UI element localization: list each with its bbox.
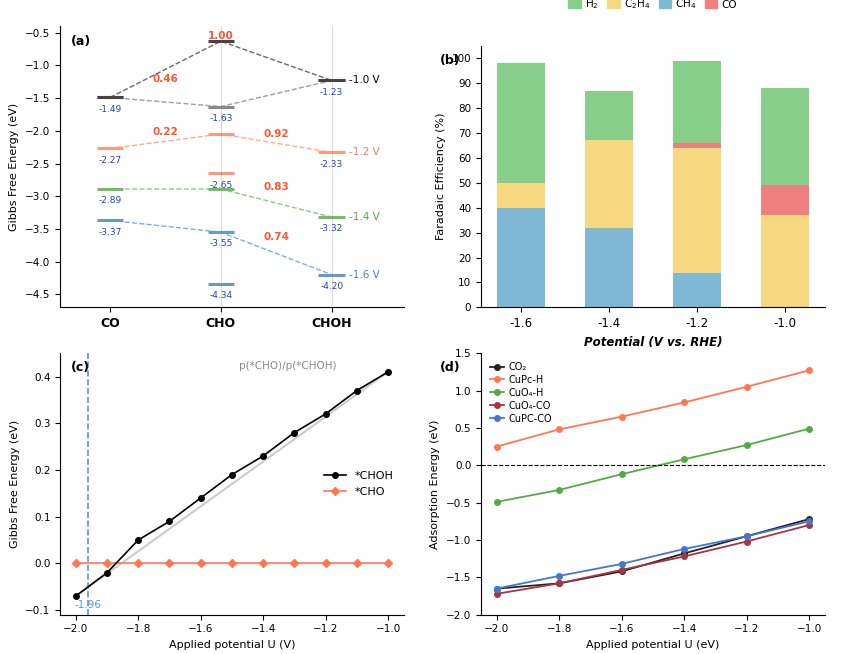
Bar <box>673 143 721 148</box>
CO₂ <box>554 579 564 587</box>
CO₂ <box>617 568 627 576</box>
Text: -3.32: -3.32 <box>320 224 344 233</box>
Text: -4.20: -4.20 <box>320 282 344 291</box>
CuPC-CO <box>554 572 564 580</box>
Y-axis label: Gibbs Free Energy (eV): Gibbs Free Energy (eV) <box>9 103 20 231</box>
X-axis label: Potential (V vs. RHE): Potential (V vs. RHE) <box>583 336 722 349</box>
Bar <box>673 273 721 307</box>
Text: -2.27: -2.27 <box>99 156 122 165</box>
CO₂ <box>679 549 689 557</box>
Y-axis label: Gibbs Free Energy (eV): Gibbs Free Energy (eV) <box>9 420 20 548</box>
CO₂ <box>804 515 814 523</box>
CuPc-H <box>617 413 627 421</box>
Bar <box>585 228 633 307</box>
CuO₄-H <box>741 441 752 449</box>
Text: -1.6 V: -1.6 V <box>350 269 381 280</box>
CO₂ <box>741 532 752 540</box>
CuPc-H <box>554 426 564 434</box>
CuO₄-CO <box>491 590 502 598</box>
Bar <box>497 63 545 183</box>
Text: 1.00: 1.00 <box>208 31 234 41</box>
CuO₄-CO <box>804 521 814 529</box>
Text: (b): (b) <box>440 54 460 67</box>
Text: -3.37: -3.37 <box>98 228 122 237</box>
Legend: *CHOH, *CHO: *CHOH, *CHO <box>320 467 399 501</box>
CuPC-CO <box>679 545 689 553</box>
Text: -2.89: -2.89 <box>99 196 122 205</box>
CuO₄-H <box>804 424 814 432</box>
CuPc-H <box>491 443 502 451</box>
CuO₄-H <box>554 486 564 494</box>
Text: 0.46: 0.46 <box>153 75 179 84</box>
Line: CuPC-CO: CuPC-CO <box>494 519 812 591</box>
CuPc-H <box>679 398 689 406</box>
CuO₄-CO <box>554 579 564 587</box>
Text: -1.49: -1.49 <box>99 105 122 114</box>
CuPC-CO <box>617 560 627 568</box>
Text: (a): (a) <box>70 35 91 48</box>
Bar <box>497 208 545 307</box>
Bar <box>673 61 721 148</box>
Text: -1.96: -1.96 <box>75 600 101 610</box>
CuPC-CO <box>804 517 814 525</box>
CuO₄-H <box>491 498 502 506</box>
Bar <box>760 185 809 215</box>
CuO₄-CO <box>679 553 689 560</box>
Text: (d): (d) <box>440 361 460 374</box>
Text: (c): (c) <box>70 361 89 374</box>
Line: CuPc-H: CuPc-H <box>494 368 812 449</box>
Bar <box>585 91 633 141</box>
CuO₄-H <box>617 470 627 478</box>
CuPc-H <box>741 383 752 390</box>
X-axis label: Applied potential U (V): Applied potential U (V) <box>168 640 295 650</box>
CuO₄-CO <box>741 538 752 545</box>
Line: CuO₄-H: CuO₄-H <box>494 426 812 505</box>
Bar <box>497 183 545 208</box>
Text: 0.74: 0.74 <box>263 232 289 242</box>
Bar <box>760 88 809 215</box>
Bar <box>760 215 809 307</box>
Text: 0.92: 0.92 <box>264 129 289 139</box>
Legend: CO₂, CuPc-H, CuO₄-H, CuO₄-CO, CuPC-CO: CO₂, CuPc-H, CuO₄-H, CuO₄-CO, CuPC-CO <box>486 358 556 428</box>
Line: CO₂: CO₂ <box>494 516 812 591</box>
Text: 0.22: 0.22 <box>153 127 179 137</box>
CuPC-CO <box>491 585 502 593</box>
Text: -3.55: -3.55 <box>209 239 233 249</box>
Text: -1.63: -1.63 <box>209 114 233 123</box>
Text: -1.0 V: -1.0 V <box>350 75 380 86</box>
Y-axis label: Faradaic Efficiency (%): Faradaic Efficiency (%) <box>436 113 446 240</box>
Text: -2.33: -2.33 <box>320 160 344 169</box>
Line: CuO₄-CO: CuO₄-CO <box>494 523 812 596</box>
CuPc-H <box>804 366 814 374</box>
CuO₄-CO <box>617 566 627 574</box>
Text: p(*CHO)/p(*CHOH): p(*CHO)/p(*CHOH) <box>239 361 337 371</box>
Text: 0.83: 0.83 <box>264 182 289 192</box>
Text: -1.23: -1.23 <box>320 88 344 97</box>
Bar <box>585 141 633 228</box>
Bar <box>673 148 721 273</box>
CO₂ <box>491 585 502 593</box>
Text: -4.34: -4.34 <box>210 291 233 300</box>
CuO₄-H <box>679 455 689 463</box>
Y-axis label: Adsorption Energy (eV): Adsorption Energy (eV) <box>430 419 441 549</box>
X-axis label: Applied potential U (eV): Applied potential U (eV) <box>586 640 720 650</box>
Legend: H$_2$, C$_2$H$_4$, CH$_4$, CO: H$_2$, C$_2$H$_4$, CH$_4$, CO <box>564 0 741 16</box>
Text: -2.65: -2.65 <box>210 181 233 190</box>
Text: -1.2 V: -1.2 V <box>350 147 381 158</box>
CuPC-CO <box>741 532 752 540</box>
Text: -1.4 V: -1.4 V <box>350 212 381 222</box>
